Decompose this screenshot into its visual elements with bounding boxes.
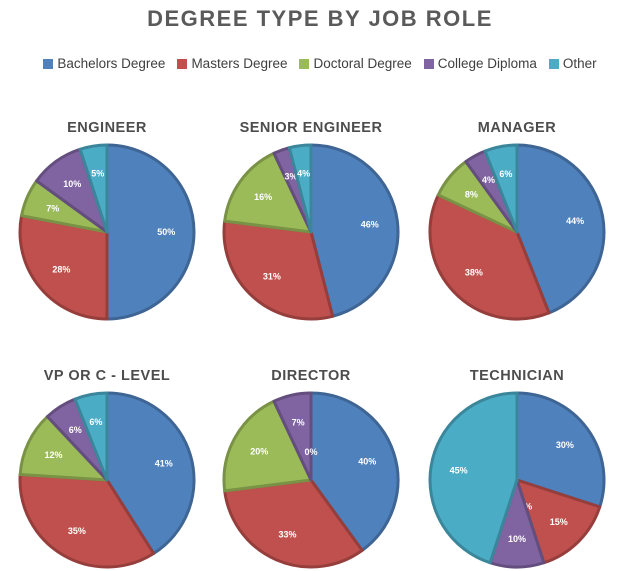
- slice-value-label: 5%: [91, 169, 104, 179]
- pie-slice-other: [483, 143, 519, 234]
- slice-value-label: 7%: [292, 417, 305, 427]
- legend-label: Bachelors Degree: [57, 56, 166, 71]
- pie-chart-engineer: ENGINEER 50% 28% 7% 10% 5%: [18, 120, 196, 321]
- slice-value-label: 0%: [304, 447, 317, 457]
- pie-slice-other: [428, 391, 519, 565]
- chart-title: SENIOR ENGINEER: [240, 120, 383, 136]
- pie-slice-doctoral-degree: [223, 151, 313, 234]
- legend-swatch: [299, 58, 310, 69]
- pie-slice-doctoral-degree: [222, 399, 313, 493]
- legend-item-masters: Masters Degree: [177, 56, 287, 71]
- legend-label: Masters Degree: [191, 56, 288, 71]
- slice-value-label: 40%: [358, 457, 376, 467]
- slice-value-label: 46%: [361, 220, 379, 230]
- pie-slice-bachelors-degree: [515, 391, 606, 509]
- slice-value-label: 33%: [278, 529, 296, 539]
- legend-swatch: [177, 58, 188, 69]
- pie-slice-masters-degree: [428, 193, 551, 321]
- legend-swatch: [423, 58, 434, 69]
- pie-chart-senior-engineer: SENIOR ENGINEER 46% 31% 16% 3% 4%: [222, 120, 400, 321]
- pie-chart-director: DIRECTOR 40% 33% 20% 7% 0%: [222, 368, 400, 569]
- pie-slice-other: [73, 391, 109, 482]
- legend-label: College Diploma: [437, 56, 537, 71]
- slice-value-label: 12%: [44, 450, 62, 460]
- legend: Bachelors Degree Masters Degree Doctoral…: [0, 56, 640, 71]
- pie-slice-masters-degree: [18, 214, 109, 321]
- slice-value-label: 6%: [69, 425, 82, 435]
- slice-value-label: 8%: [465, 189, 478, 199]
- slice-value-label: 28%: [52, 265, 70, 275]
- slice-value-label: 31%: [263, 271, 281, 281]
- legend-swatch: [548, 58, 559, 69]
- chart-title: ENGINEER: [67, 120, 147, 136]
- legend-label: Doctoral Degree: [313, 56, 412, 71]
- slice-value-label: 4%: [297, 168, 310, 178]
- legend-item-college-diploma: College Diploma: [423, 56, 537, 71]
- slice-value-label: 4%: [482, 175, 495, 185]
- pie-slice-masters-degree: [223, 478, 364, 569]
- pie-slice-bachelors-degree: [309, 143, 400, 318]
- slice-value-label: 10%: [63, 179, 81, 189]
- slice-value-label: 30%: [556, 440, 574, 450]
- slice-value-label: 50%: [157, 227, 175, 237]
- pie-slice-bachelors-degree: [515, 143, 606, 315]
- pie-slice-college-diploma: [272, 391, 313, 482]
- chart-title: MANAGER: [478, 120, 556, 136]
- chart-title: DIRECTOR: [271, 368, 350, 384]
- pie-slice-masters-degree: [18, 473, 156, 569]
- slice-value-label: 7%: [46, 204, 59, 214]
- pie-slice-other: [287, 143, 313, 234]
- legend-swatch: [43, 58, 54, 69]
- pie-slice-masters-degree: [222, 219, 335, 321]
- slice-value-label: 41%: [155, 459, 173, 469]
- pie-chart-vp-or-c-level: VP OR C - LEVEL 41% 35% 12% 6% 6%: [18, 368, 196, 569]
- slice-value-label: 38%: [465, 268, 483, 278]
- pie-slice-bachelors-degree: [309, 391, 400, 552]
- slice-value-label: 3%: [284, 171, 297, 181]
- slice-value-label: 44%: [566, 216, 584, 226]
- pie-chart-manager: MANAGER 44% 38% 8% 4% 6%: [428, 120, 606, 321]
- figure-title: DEGREE TYPE BY JOB ROLE: [147, 6, 493, 31]
- slice-value-label: 6%: [89, 417, 102, 427]
- slice-value-label: 45%: [450, 466, 468, 476]
- slice-value-label: 10%: [508, 534, 526, 544]
- slice-value-label: 15%: [550, 517, 568, 527]
- legend-item-doctoral: Doctoral Degree: [299, 56, 412, 71]
- legend-item-bachelors: Bachelors Degree: [43, 56, 165, 71]
- chart-title: VP OR C - LEVEL: [44, 368, 170, 384]
- slice-value-label: 16%: [254, 192, 272, 202]
- chart-title: TECHNICIAN: [470, 368, 564, 384]
- pie-slice-other: [78, 143, 109, 234]
- slice-value-label: 35%: [68, 526, 86, 536]
- slice-value-label: 6%: [499, 169, 512, 179]
- legend-label: Other: [562, 56, 597, 71]
- pie-slice-bachelors-degree: [105, 143, 196, 321]
- legend-item-other: Other: [548, 56, 597, 71]
- slice-value-label: 20%: [250, 447, 268, 457]
